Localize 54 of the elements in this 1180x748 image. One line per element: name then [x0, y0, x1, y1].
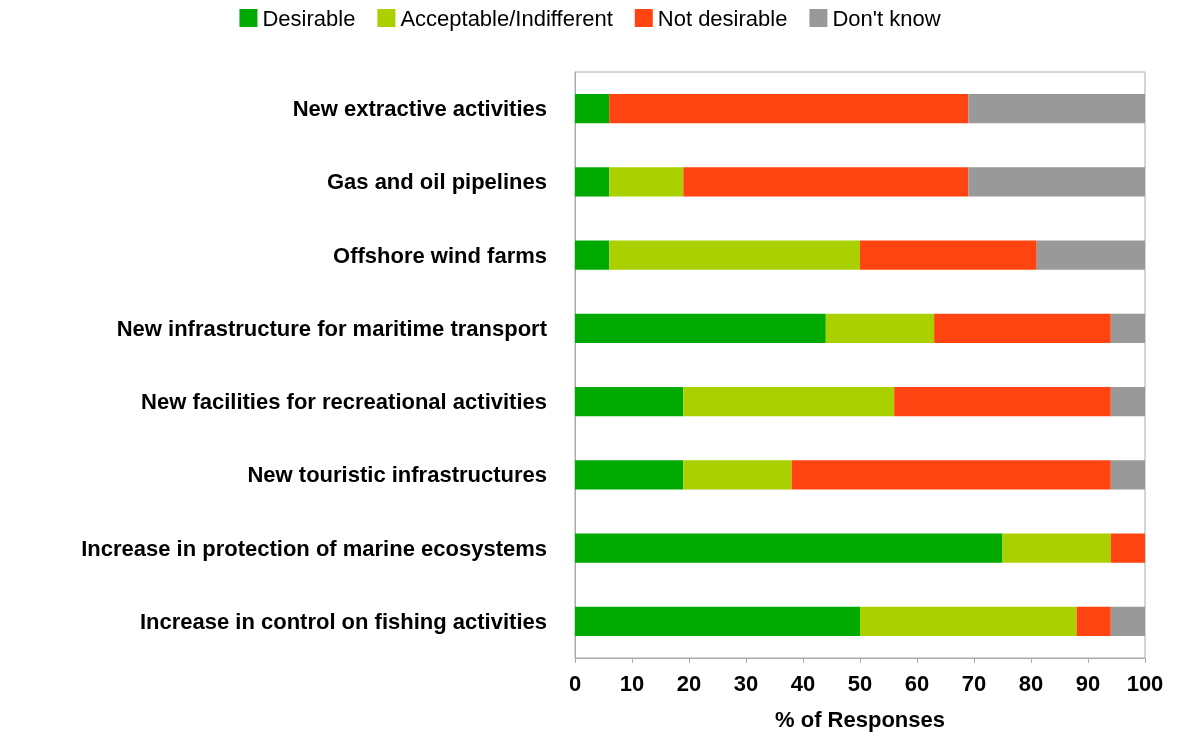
bar: [575, 606, 860, 637]
bar: [1110, 460, 1145, 490]
bar: [1110, 606, 1145, 637]
x-tick-label: 20: [676, 670, 702, 696]
bar: [683, 167, 969, 197]
legend-label: Not desirable: [657, 5, 788, 31]
bar: [609, 240, 860, 270]
x-tick-label: 100: [1126, 670, 1164, 696]
y-tick-label: New extractive activities: [292, 96, 547, 122]
y-tick-label: New touristic infrastructures: [247, 462, 547, 488]
bar: [575, 460, 684, 490]
x-tick-label: 80: [1018, 670, 1044, 696]
bar: [575, 386, 684, 417]
x-tick-label: 0: [568, 670, 582, 696]
bar: [894, 386, 1111, 417]
y-tick-label: Increase in protection of marine ecosystems: [81, 535, 547, 561]
x-tick-label: 90: [1075, 670, 1101, 696]
bar: [860, 240, 1037, 270]
bar: [968, 167, 1145, 197]
bar: [609, 93, 969, 124]
bar: [1110, 533, 1145, 563]
bar: [968, 93, 1145, 124]
bar: [1110, 386, 1145, 417]
bar: [825, 313, 935, 344]
bar: [683, 460, 792, 490]
bar: [1110, 313, 1145, 344]
x-tick-label: 30: [733, 670, 759, 696]
bar: [934, 313, 1111, 344]
y-tick-label: Offshore wind farms: [333, 242, 547, 268]
legend-label: Acceptable/Indifferent: [400, 5, 613, 31]
bar: [575, 313, 826, 344]
y-tick-label: New infrastructure for maritime transport: [116, 315, 548, 341]
x-tick-label: 40: [790, 670, 816, 696]
x-tick-label: 60: [904, 670, 930, 696]
x-tick-label: 70: [961, 670, 987, 696]
legend-label: Desirable: [262, 5, 356, 31]
y-tick-label: Gas and oil pipelines: [326, 169, 547, 195]
bar: [575, 167, 610, 197]
x-axis-title: % of Responses: [775, 706, 945, 732]
bar: [1076, 606, 1111, 637]
y-tick-label: New facilities for recreational activities: [141, 389, 547, 415]
bar: [683, 386, 895, 417]
bar: [1002, 533, 1111, 563]
bar: [791, 460, 1111, 490]
bar: [860, 606, 1077, 637]
bar: [575, 533, 1003, 563]
bar: [1036, 240, 1145, 270]
x-tick-label: 50: [847, 670, 873, 696]
legend-label: Don't know: [832, 5, 941, 31]
y-tick-label: Increase in control on fishing activities: [139, 608, 547, 634]
x-tick-label: 10: [619, 670, 645, 696]
bar: [609, 167, 684, 197]
bar: [575, 240, 610, 270]
bar: [575, 93, 610, 124]
